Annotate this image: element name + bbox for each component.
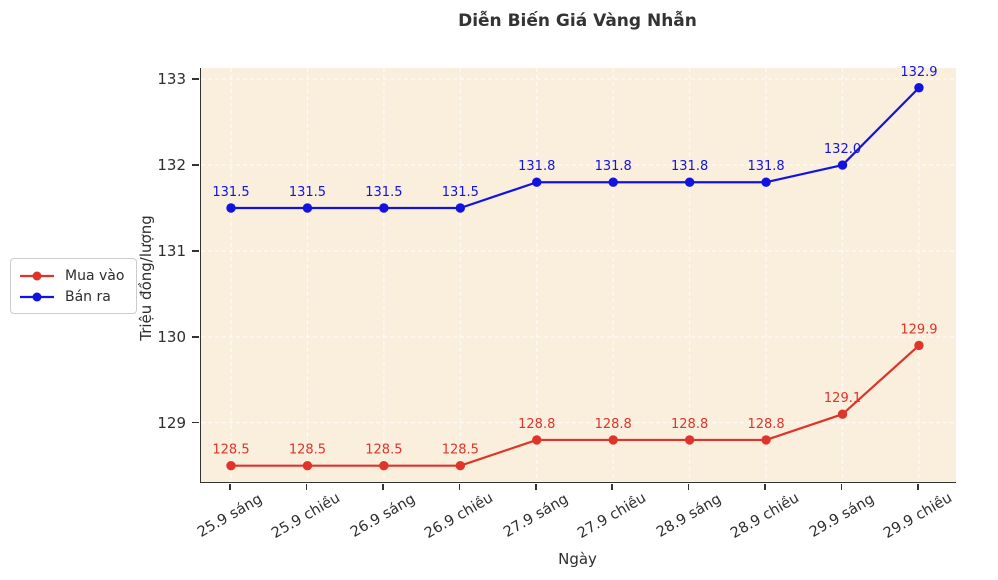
legend-item: Bán ra bbox=[19, 286, 124, 307]
point-value-label: 131.5 bbox=[442, 185, 479, 200]
point-value-label: 128.8 bbox=[518, 417, 555, 432]
x-tick-label: 29.9 sáng bbox=[806, 491, 877, 541]
data-point bbox=[837, 409, 848, 419]
point-value-label: 128.8 bbox=[595, 417, 632, 432]
x-tick-mark bbox=[611, 483, 613, 490]
point-value-label: 128.5 bbox=[442, 443, 479, 458]
point-value-label: 129.1 bbox=[824, 391, 861, 406]
data-point bbox=[914, 83, 924, 93]
data-point bbox=[761, 435, 771, 445]
x-tick-label: 28.9 sáng bbox=[653, 491, 724, 541]
legend-label: Bán ra bbox=[65, 288, 111, 305]
point-value-label: 128.5 bbox=[289, 443, 326, 458]
data-point bbox=[302, 460, 313, 471]
data-point bbox=[226, 203, 236, 213]
point-value-label: 128.5 bbox=[365, 443, 402, 458]
point-value-label: 131.5 bbox=[289, 185, 326, 200]
point-value-label: 131.5 bbox=[212, 185, 249, 200]
y-tick-label: 131 bbox=[157, 241, 186, 260]
y-tick-mark bbox=[192, 250, 199, 252]
x-tick-mark bbox=[917, 483, 919, 490]
data-point bbox=[532, 435, 542, 445]
series-0-line bbox=[229, 344, 921, 467]
x-tick-label: 26.9 sáng bbox=[347, 491, 418, 541]
y-tick-label: 132 bbox=[157, 156, 186, 175]
x-tick-label: 26.9 chiều bbox=[422, 490, 497, 542]
series-1-line bbox=[229, 86, 921, 210]
x-tick-label: 25.9 chiều bbox=[269, 490, 344, 542]
legend-item: Mua vào bbox=[19, 265, 124, 286]
chart-canvas: 128.5 128.5 128.5 128.5 128.8 128.8 128.8 128.8… bbox=[201, 65, 956, 482]
point-value-label: 131.5 bbox=[365, 185, 402, 200]
y-tick-label: 130 bbox=[157, 327, 186, 346]
point-value-label: 128.8 bbox=[747, 417, 784, 432]
point-value-label: 128.5 bbox=[212, 443, 249, 458]
data-point bbox=[761, 177, 771, 187]
x-tick-mark bbox=[382, 483, 384, 490]
data-point bbox=[914, 340, 924, 351]
data-point bbox=[226, 460, 236, 471]
x-tick-label: 27.9 sáng bbox=[500, 491, 571, 541]
data-point bbox=[684, 177, 695, 187]
x-tick-label: 28.9 chiều bbox=[728, 490, 803, 542]
data-point bbox=[379, 460, 389, 471]
point-value-label: 128.8 bbox=[671, 417, 708, 432]
data-point bbox=[302, 203, 313, 213]
data-point bbox=[837, 160, 848, 170]
x-tick-mark bbox=[229, 483, 231, 490]
data-point bbox=[455, 460, 466, 471]
legend: Mua vào Bán ra bbox=[10, 258, 138, 314]
data-point bbox=[608, 177, 618, 187]
x-tick-label: 25.9 sáng bbox=[194, 491, 266, 541]
x-axis-label: Ngày bbox=[558, 550, 597, 568]
point-value-label: 131.8 bbox=[518, 159, 555, 174]
point-value-label: 131.8 bbox=[747, 159, 784, 174]
legend-line-sample-icon bbox=[20, 271, 54, 280]
legend-label: Mua vào bbox=[65, 267, 125, 284]
y-tick-mark bbox=[192, 78, 199, 80]
x-tick-label: 27.9 chiều bbox=[575, 490, 650, 542]
y-tick-label: 129 bbox=[157, 413, 186, 432]
y-tick-mark bbox=[192, 336, 199, 338]
data-point bbox=[684, 435, 695, 445]
x-tick-mark bbox=[458, 483, 461, 490]
y-tick-label: 133 bbox=[157, 70, 186, 89]
data-point bbox=[379, 203, 389, 213]
y-tick-mark bbox=[192, 164, 199, 166]
x-tick-mark bbox=[535, 483, 537, 490]
data-point bbox=[532, 177, 542, 187]
x-tick-mark bbox=[687, 483, 690, 490]
data-point bbox=[608, 435, 618, 445]
x-tick-label: 29.9 chiều bbox=[880, 490, 955, 542]
chart-title: Diễn Biến Giá Vàng Nhẫn bbox=[458, 11, 697, 31]
point-value-label: 132.9 bbox=[900, 65, 937, 80]
x-tick-mark bbox=[840, 483, 843, 490]
x-tick-mark bbox=[764, 483, 766, 490]
point-value-label: 129.9 bbox=[900, 322, 937, 337]
y-tick-mark bbox=[192, 421, 199, 424]
legend-line-sample-icon bbox=[20, 292, 54, 301]
point-value-label: 132.0 bbox=[824, 142, 861, 157]
x-tick-mark bbox=[305, 483, 308, 490]
data-point bbox=[455, 203, 466, 213]
point-value-label: 131.8 bbox=[671, 159, 708, 174]
plot-area: 128.5 128.5 128.5 128.5 128.8 128.8 128.8 128.8… bbox=[200, 65, 956, 483]
point-value-label: 131.8 bbox=[595, 159, 632, 174]
